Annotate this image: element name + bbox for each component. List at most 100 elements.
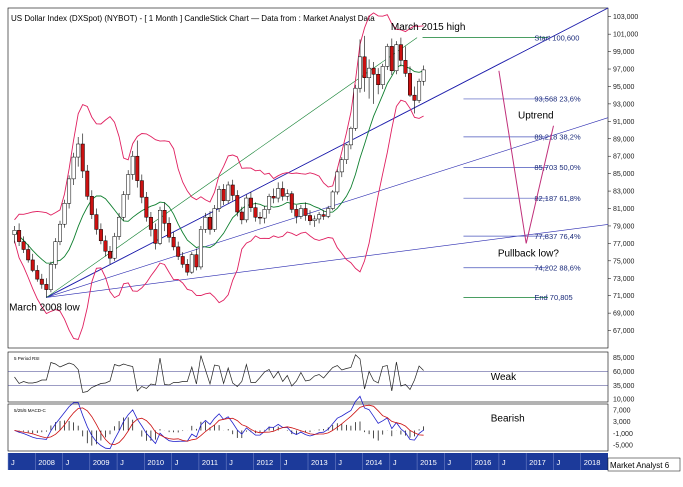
time-tick-label: J [229,458,233,467]
time-tick-label: J [284,458,288,467]
projection-path [498,70,554,244]
chart-title: US Dollar Index (DXSpot) (NYBOT) - [ 1 M… [11,14,375,23]
time-tick-label: 2016 [475,458,492,467]
price-tick-label: 93,000 [613,101,635,108]
candle-body [98,229,103,242]
candle-body [198,229,203,268]
candle-body [267,196,272,210]
price-tick-label: 91,000 [613,119,635,126]
candle-body [339,159,344,173]
footer-box [607,457,681,472]
candle-body [239,211,244,221]
candle-body [103,240,108,252]
time-tick-label: 2008 [38,458,55,467]
fib-level-label: Start 100,600 [534,33,579,42]
candle-body [408,73,412,96]
candle-body [144,196,149,218]
candle-body [17,230,22,242]
candle-body [312,218,317,221]
time-tick-label: 2009 [93,458,110,467]
candle-body [162,210,167,224]
candle-body [298,208,303,217]
annotation-pullback-low: Pullback low? [498,248,560,259]
candle-body [48,264,53,290]
candle-body [230,184,235,196]
annotation-bearish: Bearish [491,414,525,425]
candle-body [217,189,222,209]
fib-level-label: 93,568 23,6% [534,95,581,104]
candle-body [412,94,417,101]
candle-body [94,214,99,230]
candle-body [139,180,144,198]
price-tick-label: 69,000 [613,311,635,318]
candle-body [398,44,403,61]
candle-body [185,264,190,273]
moving-average-line [14,64,424,264]
time-tick-label: 2014 [366,458,383,467]
candle-body [417,80,422,101]
fib-level-label: 77,837 76,4% [534,232,581,241]
candle-body [235,195,240,213]
time-tick-label: J [338,458,342,467]
macd-signal-line [14,404,424,446]
gann-fan-line [46,224,609,298]
candle-body [130,155,135,175]
time-tick-label: J [11,458,15,467]
rsi-tick-label: 10,000 [613,397,635,404]
candle-body [403,60,408,74]
candle-body [285,193,290,197]
annotation-uptrend: Uptrend [518,111,554,122]
price-tick-label: 81,000 [613,206,635,213]
candle-body [189,254,194,273]
footer-label: Market Analyst 6 [610,461,670,470]
candle-body [294,209,299,217]
candle-body [135,155,140,181]
candle-body [62,203,67,225]
candle-body [108,250,112,259]
time-tick-label: J [393,458,397,467]
candle-body [248,197,253,208]
candle-body [394,44,399,72]
candle-body [321,214,326,217]
candle-body [303,208,308,216]
time-tick-label: 2011 [202,458,218,467]
candle-body [180,256,185,265]
price-tick-label: 75,000 [613,258,635,265]
time-tick-label: J [447,458,451,467]
candle-body [21,241,26,250]
candle-body [153,229,158,244]
candle-body [148,216,153,230]
candle-body [421,69,426,82]
price-tick-label: 99,000 [613,49,635,56]
candle-body [71,156,76,180]
candle-body [280,188,285,197]
candle-body [380,66,385,85]
price-tick-label: 85,000 [613,171,635,178]
rsi-tick-label: 85,000 [613,355,635,362]
bollinger-upper-band [14,12,424,221]
candle-body [112,236,117,259]
time-tick-label: 2018 [584,458,601,467]
macd-tick-label: -5,000 [613,443,633,450]
macd-tick-label: 3,000 [613,419,631,426]
candle-body [362,56,367,78]
annotation-march-2008-low: March 2008 low [9,303,80,314]
candle-body [67,178,72,204]
price-tick-label: 71,000 [613,293,635,300]
candle-body [258,216,262,219]
time-tick-label: J [502,458,506,467]
candle-body [244,197,249,221]
candle-body [53,241,58,265]
candle-body [167,223,172,238]
candle-body [276,188,281,199]
candle-body [76,143,81,158]
rsi-panel [7,351,609,403]
candle-body [194,254,199,268]
price-tick-label: 67,000 [613,328,635,335]
candle-body [171,237,176,248]
candle-body [89,196,94,215]
price-panel [7,7,609,349]
candle-body [85,170,90,197]
annotation-march-2015-high: March 2015 high [391,22,466,33]
